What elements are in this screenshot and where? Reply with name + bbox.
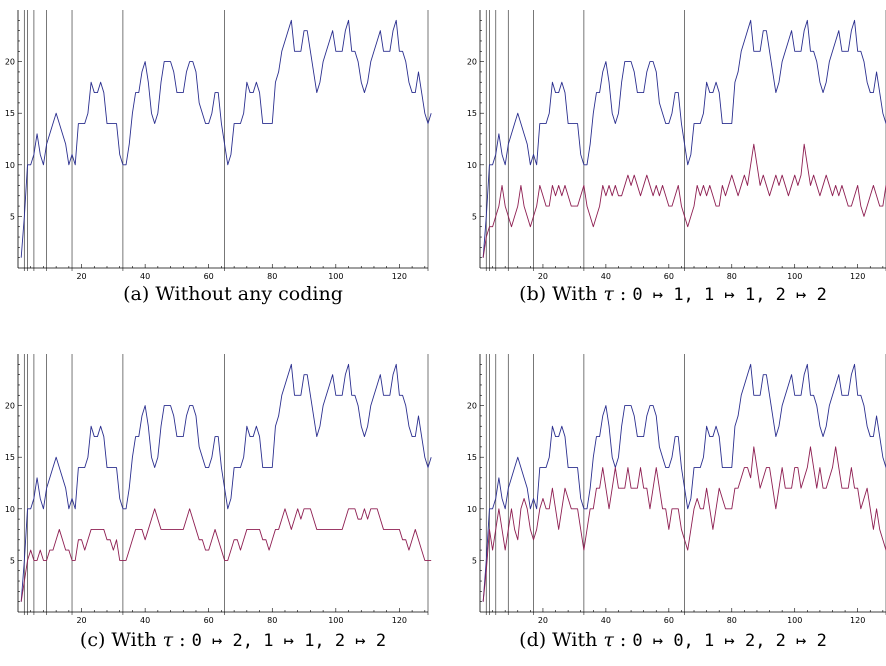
y-tick-label: 20 bbox=[5, 402, 15, 411]
y-tick-label: 20 bbox=[467, 402, 477, 411]
y-tick-label: 15 bbox=[467, 453, 477, 462]
y-tick-label: 15 bbox=[5, 109, 15, 118]
series-line-blue bbox=[482, 19, 886, 258]
y-tick-label: 5 bbox=[10, 556, 15, 565]
panel-caption: (c) With τ : 0 ↦ 2, 1 ↦ 1, 2 ↦ 2 bbox=[80, 629, 386, 651]
panel-caption: (b) With τ : 0 ↦ 1, 1 ↦ 1, 2 ↦ 2 bbox=[519, 283, 827, 305]
x-tick-label: 60 bbox=[204, 272, 214, 281]
x-tick-label: 20 bbox=[538, 272, 548, 281]
y-tick-label: 5 bbox=[10, 212, 15, 221]
x-tick-label: 100 bbox=[787, 272, 802, 281]
x-tick-label: 60 bbox=[204, 616, 214, 625]
x-tick-label: 120 bbox=[392, 272, 407, 281]
series-line-blue bbox=[20, 19, 432, 258]
x-tick-label: 40 bbox=[140, 272, 150, 281]
x-tick-label: 120 bbox=[850, 616, 865, 625]
x-tick-label: 20 bbox=[76, 616, 86, 625]
x-tick-label: 100 bbox=[328, 272, 343, 281]
y-tick-label: 10 bbox=[467, 505, 477, 514]
x-tick-label: 60 bbox=[664, 272, 674, 281]
panel-caption: (d) With τ : 0 ↦ 0, 1 ↦ 2, 2 ↦ 2 bbox=[519, 629, 827, 651]
y-tick-label: 20 bbox=[5, 58, 15, 67]
series-line-red bbox=[482, 446, 886, 602]
panel-caption: (a) Without any coding bbox=[123, 283, 343, 305]
y-tick-label: 10 bbox=[467, 161, 477, 170]
series-line-blue bbox=[20, 363, 432, 602]
x-tick-label: 100 bbox=[328, 616, 343, 625]
x-tick-label: 20 bbox=[538, 616, 548, 625]
chart-panel-1: 20 40 60 80 100 120 5 10 15 20 (a) Without any cod… bbox=[5, 10, 432, 305]
x-tick-label: 80 bbox=[267, 272, 277, 281]
x-tick-label: 60 bbox=[664, 616, 674, 625]
y-tick-label: 5 bbox=[472, 556, 477, 565]
x-tick-label: 100 bbox=[787, 616, 802, 625]
chart-panel-4: 20 40 60 80 100 120 5 10 15 20 (d) With τ : 0 ↦ 0,… bbox=[467, 354, 886, 651]
x-tick-label: 80 bbox=[727, 616, 737, 625]
y-tick-label: 5 bbox=[472, 212, 477, 221]
x-tick-label: 40 bbox=[140, 616, 150, 625]
series-line-red bbox=[20, 508, 432, 602]
x-tick-label: 40 bbox=[601, 616, 611, 625]
x-tick-label: 40 bbox=[601, 272, 611, 281]
y-tick-label: 15 bbox=[467, 109, 477, 118]
x-tick-label: 120 bbox=[850, 272, 865, 281]
y-tick-label: 10 bbox=[5, 161, 15, 170]
x-tick-label: 80 bbox=[267, 616, 277, 625]
x-tick-label: 120 bbox=[392, 616, 407, 625]
y-tick-label: 20 bbox=[467, 58, 477, 67]
series-line-red bbox=[482, 143, 886, 258]
x-tick-label: 20 bbox=[76, 272, 86, 281]
y-tick-label: 15 bbox=[5, 453, 15, 462]
x-tick-label: 80 bbox=[727, 272, 737, 281]
y-tick-label: 10 bbox=[5, 505, 15, 514]
chart-panel-3: 20 40 60 80 100 120 5 10 15 20 (c) With τ : 0 ↦ 2,… bbox=[5, 354, 432, 651]
chart-panel-2: 20 40 60 80 100 120 5 10 15 20 (b) With τ : 0 ↦ 1,… bbox=[467, 10, 886, 305]
series-line-blue bbox=[482, 363, 886, 602]
